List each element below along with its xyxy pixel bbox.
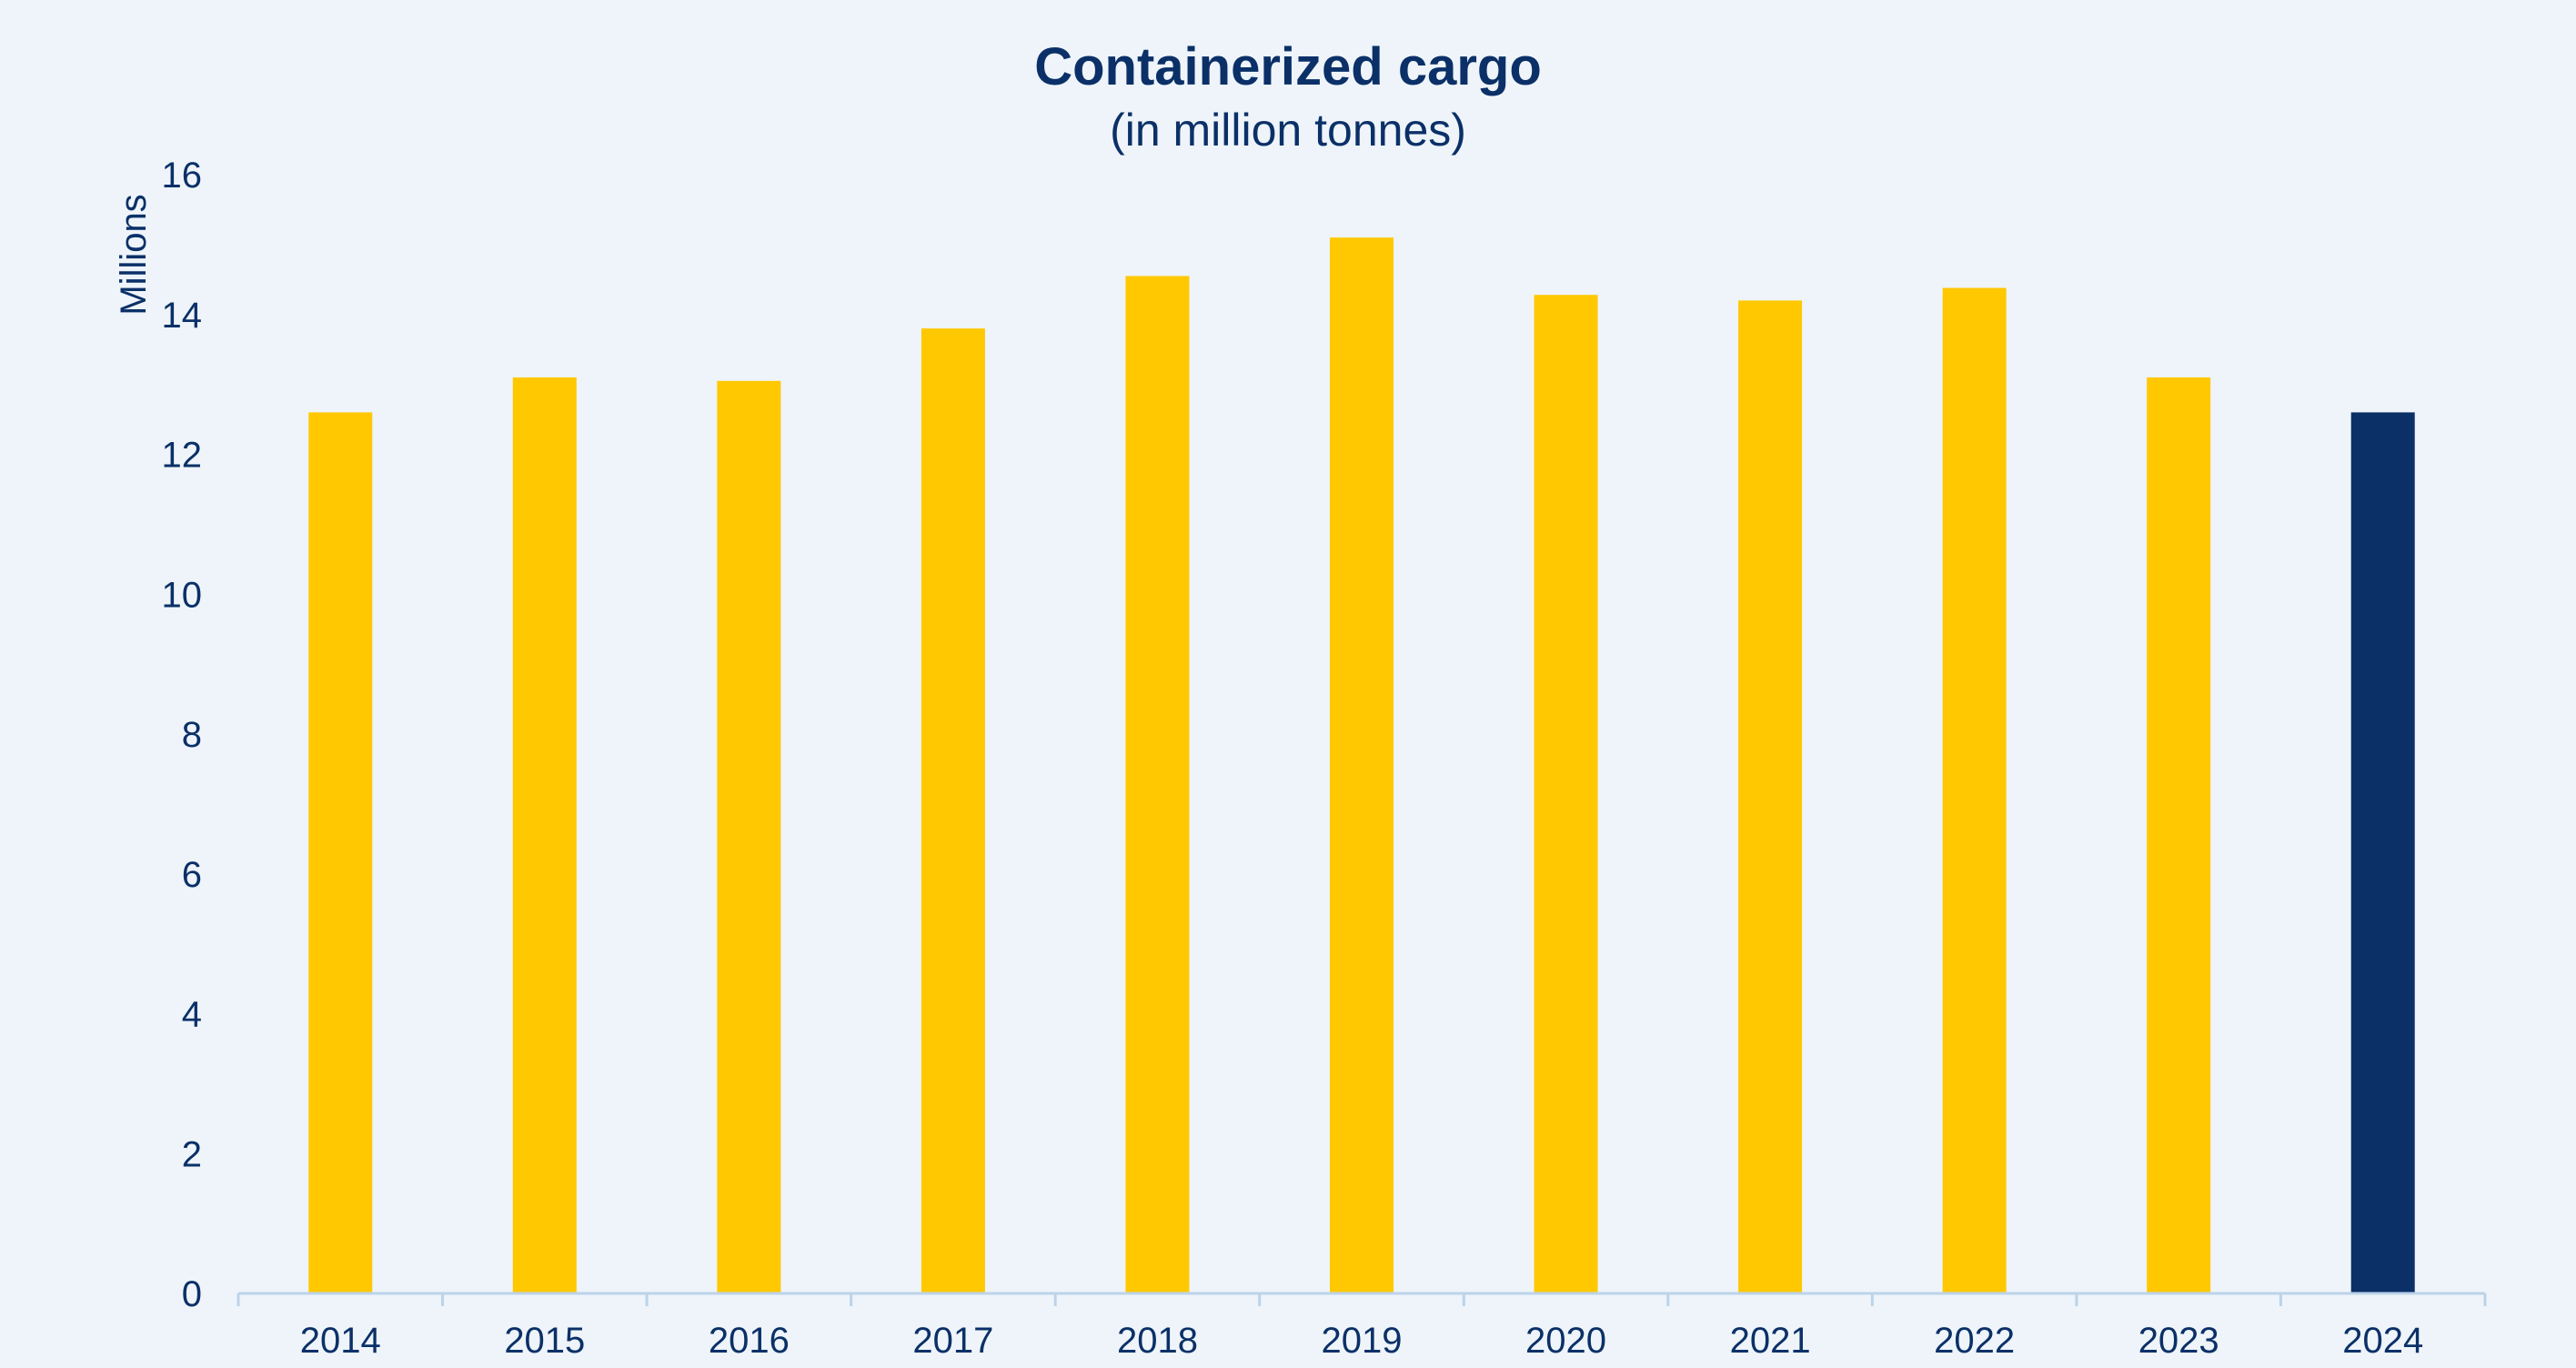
bar-2017: [921, 328, 985, 1293]
y-tick-label: 4: [182, 995, 202, 1035]
x-tick-label: 2014: [300, 1321, 381, 1361]
bar-2018: [1125, 276, 1190, 1293]
x-tick-label: 2024: [2342, 1321, 2423, 1361]
y-axis-ticks: 0 2 4 6 8 10 12 14 16: [162, 156, 203, 1314]
y-tick-label: 6: [182, 855, 202, 895]
y-tick-label: 10: [162, 575, 203, 615]
bar-2022: [1942, 287, 2007, 1294]
x-tick-label: 2017: [912, 1321, 993, 1361]
x-tick-label: 2018: [1117, 1321, 1198, 1361]
x-tick-label: 2021: [1730, 1321, 1811, 1361]
y-tick-label: 2: [182, 1134, 202, 1174]
bar-2024: [2350, 412, 2415, 1293]
x-tick-label: 2019: [1322, 1321, 1403, 1361]
chart-subtitle: (in million tonnes): [1110, 105, 1466, 156]
y-tick-label: 16: [162, 156, 203, 196]
bars-group: [308, 237, 2415, 1294]
bar-2020: [1534, 295, 1598, 1294]
bar-2023: [2147, 377, 2211, 1293]
x-axis-ticks: 2014 2015 2016 2017 2018 2019 2020 2021 2022 2023…: [300, 1321, 2423, 1361]
x-axis-tick-marks: [236, 1293, 2487, 1306]
x-tick-label: 2023: [2138, 1321, 2219, 1361]
y-tick-label: 14: [162, 296, 203, 336]
bar-2019: [1330, 237, 1394, 1293]
bar-2021: [1738, 300, 1803, 1293]
bar-2016: [717, 380, 781, 1293]
y-tick-label: 0: [182, 1274, 202, 1314]
bar-2014: [308, 412, 373, 1293]
y-tick-label: 12: [162, 436, 203, 476]
x-tick-label: 2022: [1934, 1321, 2015, 1361]
bar-2015: [512, 377, 577, 1293]
x-tick-label: 2016: [709, 1321, 790, 1361]
x-tick-label: 2020: [1525, 1321, 1606, 1361]
y-tick-label: 8: [182, 715, 202, 755]
chart-title: Containerized cargo: [1034, 37, 1542, 96]
x-tick-label: 2015: [504, 1321, 585, 1361]
y-axis-label: Millions: [114, 194, 154, 315]
